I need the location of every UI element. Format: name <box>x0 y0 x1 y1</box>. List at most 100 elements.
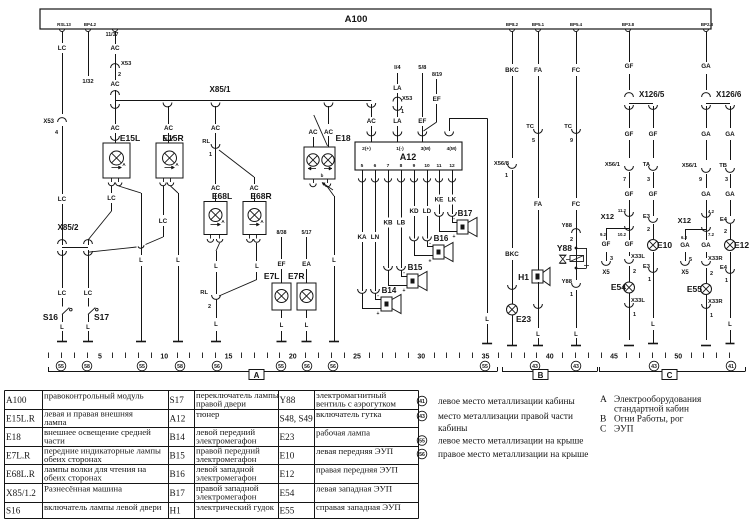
svg-text:ЭУП: ЭУП <box>614 425 634 435</box>
svg-text:3: 3 <box>725 177 728 183</box>
svg-text:2: 2 <box>710 271 713 277</box>
svg-text:GA: GA <box>725 131 735 138</box>
svg-text:BP2.8: BP2.8 <box>701 22 714 27</box>
svg-text:2: 2 <box>208 304 211 310</box>
svg-text:стандартной кабин: стандартной кабин <box>614 404 689 415</box>
svg-text:GF: GF <box>625 241 634 248</box>
svg-text:L: L <box>214 322 218 328</box>
svg-text:TC: TC <box>564 124 573 130</box>
svg-text:4(M): 4(M) <box>447 146 457 152</box>
svg-text:2: 2 <box>724 229 727 235</box>
svg-text:GF: GF <box>625 191 634 198</box>
svg-text:справая западная ЭУП: справая западная ЭУП <box>316 502 401 512</box>
svg-text:A: A <box>254 371 260 380</box>
svg-text:11: 11 <box>436 163 441 169</box>
svg-text:правой западной: правой западной <box>196 483 259 493</box>
svg-text:обеих сторонах: обеих сторонах <box>44 454 102 464</box>
svg-text:X85/2: X85/2 <box>58 223 79 232</box>
svg-text:X5: X5 <box>602 270 610 276</box>
svg-text:43: 43 <box>651 364 657 370</box>
svg-text:E7R: E7R <box>288 271 305 281</box>
svg-text:E15R: E15R <box>162 133 183 143</box>
svg-text:E4: E4 <box>720 217 728 223</box>
svg-text:C: C <box>667 371 673 380</box>
svg-text:X53: X53 <box>402 96 413 102</box>
svg-text:H1: H1 <box>518 272 529 282</box>
svg-text:правоконтрольный модуль: правоконтрольный модуль <box>44 391 144 401</box>
svg-text:5/17: 5/17 <box>301 230 311 236</box>
svg-text:S48, S49: S48, S49 <box>280 413 314 423</box>
svg-text:5: 5 <box>689 257 692 263</box>
svg-text:X5: X5 <box>681 270 689 276</box>
svg-text:B16: B16 <box>434 234 449 243</box>
svg-text:5/8: 5/8 <box>418 65 427 71</box>
svg-text:GA: GA <box>725 191 735 198</box>
svg-text:E54: E54 <box>280 488 295 498</box>
svg-text:2(+): 2(+) <box>362 146 371 152</box>
svg-text:X33L: X33L <box>631 298 645 304</box>
svg-text:левая передняя ЭУП: левая передняя ЭУП <box>316 446 394 456</box>
svg-text:1(-): 1(-) <box>396 146 404 152</box>
svg-text:56: 56 <box>419 452 425 458</box>
svg-text:передние индикаторные лампы: передние индикаторные лампы <box>44 446 161 456</box>
svg-text:A: A <box>600 395 607 405</box>
svg-text:AC: AC <box>110 125 120 132</box>
svg-text:X53: X53 <box>121 61 132 67</box>
svg-text:BP5.4: BP5.4 <box>570 22 583 27</box>
svg-text:TA: TA <box>643 162 651 168</box>
svg-text:1: 1 <box>401 109 404 115</box>
svg-text:E18: E18 <box>6 432 21 442</box>
svg-text:Y88: Y88 <box>562 279 573 285</box>
svg-text:E23: E23 <box>516 314 531 324</box>
svg-text:L: L <box>214 264 218 270</box>
svg-text:LK: LK <box>448 197 457 204</box>
svg-text:GF: GF <box>649 191 658 198</box>
svg-text:15: 15 <box>225 354 233 361</box>
svg-text:правое место металлизации на к: правое место металлизации на крыше <box>438 450 588 460</box>
svg-text:E15L: E15L <box>120 133 140 143</box>
svg-text:40: 40 <box>546 354 554 361</box>
svg-text:X12: X12 <box>678 216 691 225</box>
svg-text:11/37: 11/37 <box>106 32 119 38</box>
svg-text:E68R: E68R <box>250 191 271 201</box>
svg-text:TB: TB <box>719 163 727 169</box>
svg-text:I/4: I/4 <box>394 65 401 71</box>
svg-text:части: части <box>44 436 65 446</box>
svg-text:L: L <box>255 264 259 270</box>
svg-text:E55: E55 <box>687 284 702 294</box>
svg-text:электромагнитный: электромагнитный <box>316 390 387 400</box>
svg-text:кабины: кабины <box>438 423 468 434</box>
svg-text:L: L <box>536 332 540 338</box>
svg-text:X33R: X33R <box>708 299 723 305</box>
svg-text:B17: B17 <box>170 488 186 498</box>
svg-text:E68L: E68L <box>212 191 232 201</box>
svg-text:10.2: 10.2 <box>618 232 627 237</box>
svg-text:GA: GA <box>701 242 711 249</box>
svg-text:5: 5 <box>98 354 102 361</box>
svg-text:41: 41 <box>728 364 734 370</box>
svg-text:9: 9 <box>699 177 702 183</box>
svg-text:E7L: E7L <box>264 271 280 281</box>
svg-text:9: 9 <box>413 163 416 169</box>
svg-text:X56/8: X56/8 <box>494 161 510 167</box>
svg-text:E54: E54 <box>611 282 626 292</box>
svg-text:-: - <box>453 216 455 222</box>
svg-text:левая западная ЭУП: левая западная ЭУП <box>316 484 393 494</box>
svg-text:L: L <box>60 325 64 331</box>
svg-text:9: 9 <box>570 138 573 144</box>
svg-text:BKC: BKC <box>505 251 519 258</box>
svg-text:43: 43 <box>419 414 425 420</box>
svg-text:Y88: Y88 <box>562 223 573 229</box>
svg-text:LA: LA <box>393 118 402 125</box>
svg-text:+: + <box>429 259 432 265</box>
svg-text:2: 2 <box>647 227 650 233</box>
svg-text:FA: FA <box>534 201 542 208</box>
svg-text:5: 5 <box>361 163 364 169</box>
svg-text:1: 1 <box>725 278 728 284</box>
svg-text:BP8.2: BP8.2 <box>506 22 519 27</box>
svg-text:3: 3 <box>610 256 613 262</box>
svg-text:BP5.1: BP5.1 <box>532 22 545 27</box>
svg-text:Электрооборудования: Электрооборудования <box>614 394 702 405</box>
svg-text:10: 10 <box>424 163 430 169</box>
svg-text:E10: E10 <box>280 450 295 460</box>
